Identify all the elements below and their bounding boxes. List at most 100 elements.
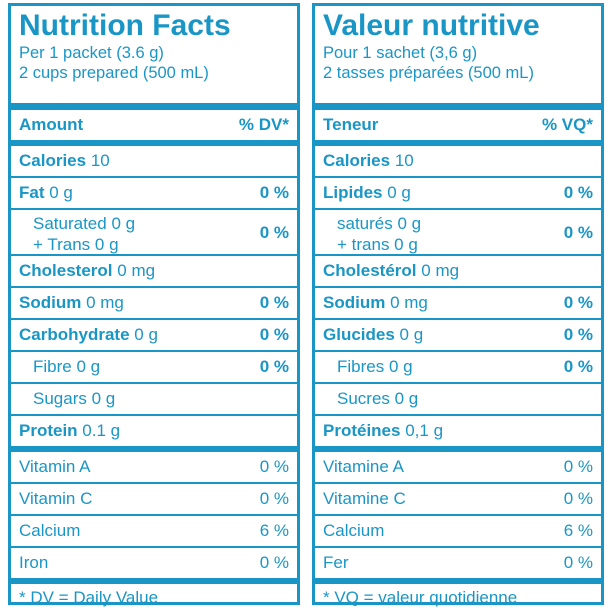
iron-dv: 0 % [563,553,593,572]
fibre-label: Fibre 0 g [33,357,101,376]
calories-row: Calories 10 [11,146,297,178]
protein-value: 0,1 g [405,421,444,440]
carbohydrate-dv: 0 % [563,325,593,344]
saturated-trans-row: saturés 0 g + trans 0 g 0 % [315,210,601,256]
nutrition-facts-panel-fr: Valeur nutritive Pour 1 sachet (3,6 g) 2… [312,3,604,607]
calcium-dv: 6 % [563,521,593,540]
dv-header: % VQ* [541,115,593,134]
cholesterol-value: 0 mg [421,261,460,280]
vitamin-a-label: Vitamine A [323,457,404,476]
carbohydrate-label: Glucides [323,325,395,344]
vitamin-c-dv: 0 % [563,489,593,508]
fat-dv: 0 % [259,183,289,202]
sodium-row: Sodium 0 mg 0 % [315,288,601,320]
sugars-row: Sucres 0 g [315,384,601,416]
sugars-label: Sugars 0 g [33,389,116,408]
protein-label: Protéines [323,421,401,440]
header-rule [315,103,601,110]
vitamin-a-dv: 0 % [259,457,289,476]
sodium-row: Sodium 0 mg 0 % [11,288,297,320]
saturated-trans-dv: 0 % [563,223,593,242]
calories-value: 10 [394,151,414,170]
fibre-dv: 0 % [259,357,289,376]
nutrition-facts-panel-en: Nutrition Facts Per 1 packet (3.6 g) 2 c… [8,3,300,607]
vitamin-a-row: Vitamin A 0 % [11,452,297,484]
amount-label: Amount [19,115,84,134]
vitamin-c-dv: 0 % [259,489,289,508]
cholesterol-row: Cholestérol 0 mg [315,256,601,288]
calories-label: Calories [323,151,391,170]
cholesterol-row: Cholesterol 0 mg [11,256,297,288]
amount-header-row: Amount % DV* [11,110,297,146]
trans-line: + trans 0 g [337,235,418,254]
fat-label: Fat [19,183,45,202]
protein-row: Protein 0.1 g [11,416,297,452]
footnote: * VQ = valeur quotidienne [323,588,518,607]
sodium-value: 0 mg [390,293,428,312]
serving-prepared: 2 cups prepared (500 mL) [19,64,209,82]
fat-dv: 0 % [563,183,593,202]
carbohydrate-row: Glucides 0 g 0 % [315,320,601,352]
protein-label: Protein [19,421,78,440]
vitamin-a-row: Vitamine A 0 % [315,452,601,484]
iron-label: Fer [323,553,349,572]
sodium-label: Sodium [19,293,82,312]
fat-value: 0 g [387,183,411,202]
protein-value: 0.1 g [82,421,121,440]
calcium-dv: 6 % [259,521,289,540]
sugars-row: Sugars 0 g [11,384,297,416]
cholesterol-label: Cholesterol [19,261,113,280]
dv-header: % DV* [238,115,289,134]
vitamin-c-label: Vitamin C [19,489,93,508]
saturated-trans-row: Saturated 0 g + Trans 0 g 0 % [11,210,297,256]
footnote: * DV = Daily Value [19,588,159,607]
calcium-row: Calcium 6 % [11,516,297,548]
calories-value: 10 [90,151,110,170]
sodium-value: 0 mg [86,293,124,312]
sodium-label: Sodium [323,293,386,312]
serving-size: Per 1 packet (3.6 g) [19,44,164,62]
calcium-label: Calcium [19,521,81,540]
panel-header: Nutrition Facts Per 1 packet (3.6 g) 2 c… [11,9,297,103]
cholesterol-value: 0 mg [117,261,156,280]
trans-line: + Trans 0 g [33,235,119,254]
fibre-label: Fibres 0 g [337,357,413,376]
fat-label: Lipides [323,183,383,202]
panel-header: Valeur nutritive Pour 1 sachet (3,6 g) 2… [315,9,601,103]
calories-row: Calories 10 [315,146,601,178]
panel-title: Valeur nutritive [323,9,540,42]
saturated-trans-dv: 0 % [259,223,289,242]
iron-label: Iron [19,553,49,572]
saturated-line: saturés 0 g [337,214,422,233]
amount-label: Teneur [323,115,379,134]
serving-size: Pour 1 sachet (3,6 g) [323,44,478,62]
amount-header-row: Teneur % VQ* [315,110,601,146]
fat-value: 0 g [49,183,73,202]
sodium-dv: 0 % [563,293,593,312]
protein-row: Protéines 0,1 g [315,416,601,452]
iron-dv: 0 % [259,553,289,572]
fibre-dv: 0 % [563,357,593,376]
panel-title: Nutrition Facts [19,9,231,42]
carbohydrate-row: Carbohydrate 0 g 0 % [11,320,297,352]
iron-row: Iron 0 % [11,548,297,584]
fibre-row: Fibre 0 g 0 % [11,352,297,384]
fat-row: Lipides 0 g 0 % [315,178,601,210]
header-rule [11,103,297,110]
carbohydrate-value: 0 g [399,325,424,344]
carbohydrate-label: Carbohydrate [19,325,130,344]
fat-row: Fat 0 g 0 % [11,178,297,210]
serving-prepared: 2 tasses préparées (500 mL) [323,64,534,82]
calories-label: Calories [19,151,87,170]
carbohydrate-value: 0 g [134,325,158,344]
vitamin-c-row: Vitamine C 0 % [315,484,601,516]
vitamin-c-label: Vitamine C [323,489,406,508]
vitamin-a-dv: 0 % [563,457,593,476]
sugars-label: Sucres 0 g [337,389,419,408]
vitamin-a-label: Vitamin A [19,457,91,476]
iron-row: Fer 0 % [315,548,601,584]
calcium-row: Calcium 6 % [315,516,601,548]
calcium-label: Calcium [323,521,385,540]
saturated-line: Saturated 0 g [33,214,136,233]
carbohydrate-dv: 0 % [259,325,289,344]
